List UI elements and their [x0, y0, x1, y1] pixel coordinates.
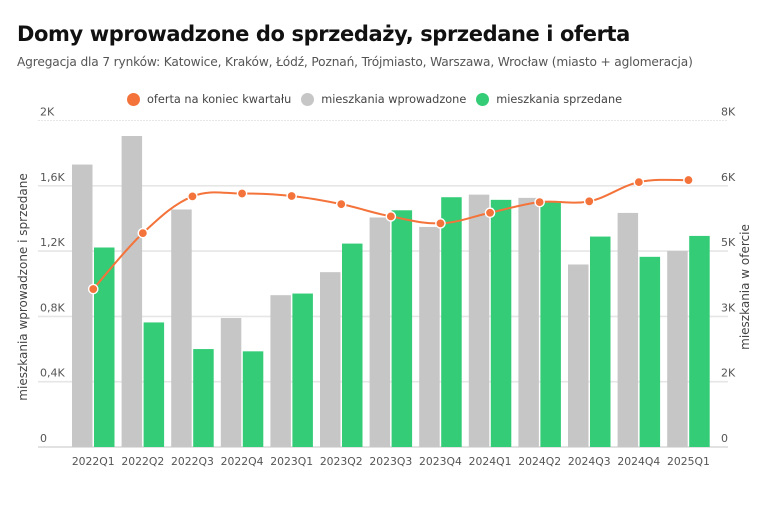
bar-sold — [391, 210, 413, 447]
bar-introduced — [121, 136, 143, 448]
x-tick-label: 2023Q3 — [369, 455, 412, 468]
legend-swatch-introduced — [301, 92, 315, 106]
x-tick-label: 2022Q3 — [171, 455, 214, 468]
offer-point — [633, 176, 645, 188]
offer-point — [683, 174, 694, 186]
offer-point — [335, 198, 347, 210]
offer-point — [484, 207, 496, 219]
bar-introduced — [617, 212, 639, 447]
bar-introduced — [220, 318, 242, 447]
x-tick-label: 2023Q2 — [320, 455, 363, 468]
bar-introduced — [369, 217, 391, 447]
x-tick-label: 2022Q2 — [121, 455, 164, 468]
bars — [72, 136, 710, 448]
bar-sold — [540, 201, 561, 447]
bar-sold — [94, 247, 115, 447]
bar-sold — [689, 235, 710, 447]
chart-subtitle: Agregacja dla 7 rynków: Katowice, Kraków… — [17, 55, 693, 69]
bar-introduced — [468, 194, 490, 447]
x-tick-label: 2024Q1 — [469, 455, 512, 468]
offer-point — [87, 283, 99, 295]
bar-introduced — [171, 209, 192, 447]
bar-introduced — [667, 250, 688, 447]
x-tick-label: 2025Q1 — [667, 455, 710, 468]
right-tick-label: 6K — [721, 171, 736, 184]
right-tick-label: 2K — [721, 367, 736, 380]
offer-point — [187, 191, 198, 202]
offer-point — [385, 211, 397, 222]
left-tick-label: 1,2K — [40, 236, 65, 249]
legend-label-introduced: mieszkania wprowadzone — [321, 92, 467, 106]
bar-introduced — [419, 226, 440, 447]
x-axis-ticks: 2022Q1 2022Q2 2022Q3 2022Q4 2023Q1 2023Q2 2023… — [72, 455, 710, 468]
bar-introduced — [270, 295, 291, 447]
offer-point — [137, 227, 149, 239]
offer-point — [534, 196, 545, 208]
left-tick-label: 1,6K — [40, 171, 65, 184]
bar-sold — [342, 243, 363, 447]
bar-sold — [441, 197, 462, 447]
right-axis-ticks: 0 2K 3K 5K 6K 8K — [721, 106, 736, 446]
x-tick-label: 2023Q1 — [270, 455, 313, 468]
legend-swatch-offer — [127, 92, 140, 106]
left-axis-ticks: 0 0,4K 0,8K 1,2K 1,6K 2K — [40, 106, 65, 446]
offer-point — [583, 196, 595, 207]
right-tick-label: 5K — [721, 236, 736, 249]
x-tick-label: 2023Q4 — [419, 455, 462, 468]
legend-item-sold[interactable]: mieszkania sprzedane — [476, 92, 623, 106]
right-tick-label: 8K — [721, 106, 736, 119]
bar-sold — [143, 322, 165, 447]
bar-sold — [490, 199, 512, 447]
left-tick-label: 0,4K — [40, 367, 65, 380]
x-tick-label: 2022Q4 — [221, 455, 264, 468]
x-tick-label: 2024Q2 — [518, 455, 561, 468]
x-tick-label: 2022Q1 — [72, 455, 115, 468]
bar-introduced — [72, 164, 93, 447]
legend-label-offer: oferta na koniec kwartału — [147, 92, 292, 106]
left-tick-label: 0,8K — [40, 301, 65, 314]
bar-sold — [639, 256, 661, 447]
offer-point — [286, 190, 297, 202]
legend-item-offer[interactable]: oferta na koniec kwartału — [127, 92, 292, 106]
bar-sold — [292, 293, 313, 447]
left-axis-title: mieszkania wprowadzone i sprzedane — [16, 173, 30, 400]
offer-point — [435, 218, 446, 229]
right-axis-title: mieszkania w ofercie — [738, 224, 752, 350]
left-tick-label: 0 — [40, 432, 47, 445]
legend: oferta na koniec kwartału mieszkania wpr… — [127, 91, 632, 107]
right-tick-label: 0 — [721, 432, 728, 445]
x-tick-label: 2024Q4 — [617, 455, 660, 468]
right-tick-label: 3K — [721, 301, 736, 314]
chart-title: Domy wprowadzone do sprzedaży, sprzedane… — [17, 22, 630, 46]
left-tick-label: 2K — [40, 106, 55, 119]
bar-introduced — [568, 264, 589, 447]
bar-sold — [193, 349, 214, 447]
legend-swatch-sold — [476, 92, 490, 106]
bar-sold — [242, 351, 264, 447]
offer-point — [236, 188, 248, 199]
legend-label-sold: mieszkania sprzedane — [496, 92, 623, 106]
bar-sold — [590, 236, 611, 447]
offer-line — [87, 174, 694, 295]
legend-item-introduced[interactable]: mieszkania wprowadzone — [301, 92, 467, 106]
bar-introduced — [320, 272, 341, 447]
bar-introduced — [518, 197, 539, 447]
x-tick-label: 2024Q3 — [568, 455, 611, 468]
